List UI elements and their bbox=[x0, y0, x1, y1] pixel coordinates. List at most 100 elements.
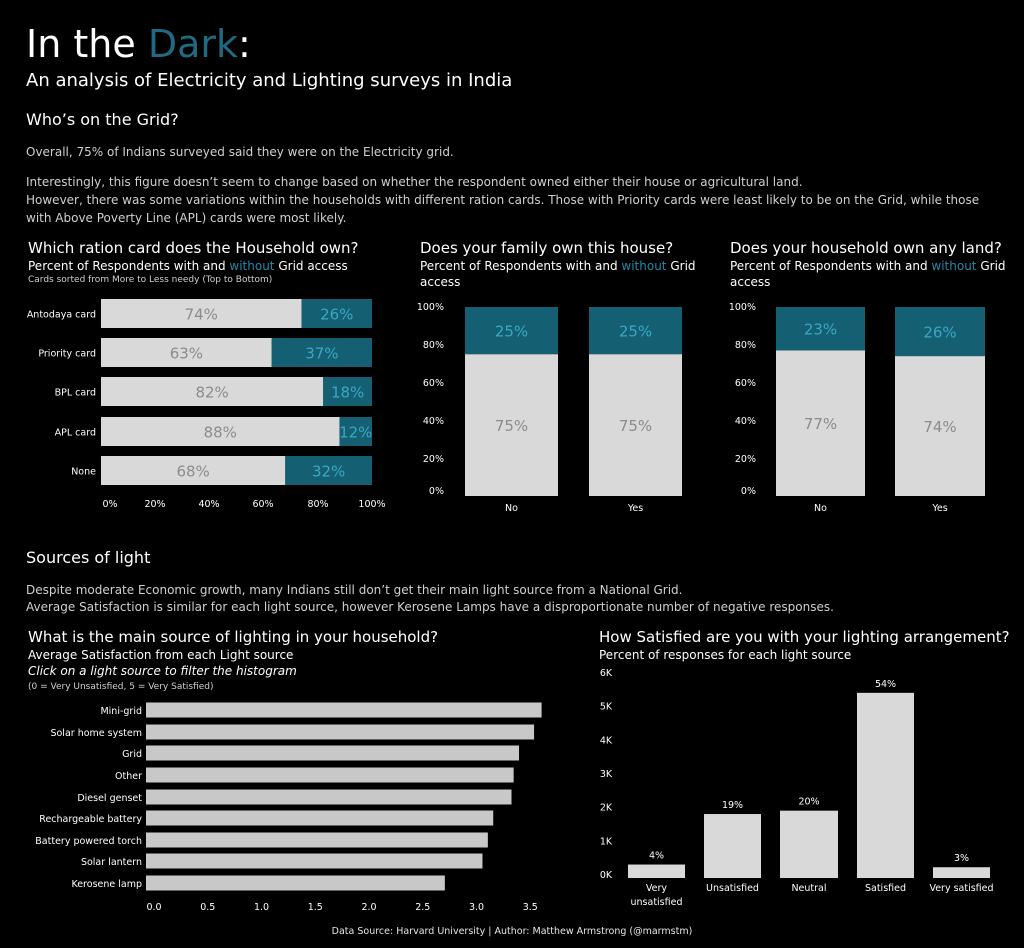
ration-subtitle-highlight: without bbox=[229, 259, 275, 273]
ration-bar-with-none bbox=[101, 456, 286, 485]
title-accent: Dark bbox=[147, 22, 238, 66]
ration-category-label-priority-card: Priority card bbox=[38, 349, 96, 360]
source-label-diesel-genset[interactable]: Diesel genset bbox=[77, 793, 142, 804]
ration-label-without-bpl-card: 18% bbox=[331, 384, 364, 402]
ration-x-tick-0: 0% bbox=[102, 499, 117, 510]
source-label-other[interactable]: Other bbox=[115, 771, 142, 782]
page-title: In the Dark: bbox=[26, 22, 251, 66]
source-bar-solar-lantern[interactable] bbox=[146, 853, 483, 869]
house-y-tick-3: 60% bbox=[423, 378, 444, 389]
house-subtitle-highlight: without bbox=[621, 259, 667, 273]
satisfaction-histogram: 0K 1K 2K 3K 4K 5K 6K 4% Very unsatisfied 19% Unsati… bbox=[600, 668, 994, 908]
satisfaction-y-tick-6: 6K bbox=[600, 668, 613, 679]
land-subtitle-suffix: Grid access bbox=[730, 259, 1006, 289]
ration-bar-without-bpl-card bbox=[323, 377, 372, 406]
house-chart-subtitle: Percent of Respondents with and without … bbox=[420, 258, 705, 290]
lighting-source-chart[interactable]: Mini-grid Solar home system Grid Other Diese… bbox=[0, 692, 570, 917]
land-subtitle-prefix: Percent of Respondents with and bbox=[730, 259, 932, 273]
ration-bar-with-antodaya-card bbox=[101, 299, 302, 328]
ration-label-with-none: 68% bbox=[176, 463, 209, 481]
house-category-no: No bbox=[505, 503, 518, 514]
land-bar-without-yes bbox=[895, 307, 985, 357]
house-subtitle-suffix: Grid access bbox=[420, 259, 696, 289]
source-bar-battery-powered-torch[interactable] bbox=[146, 832, 488, 848]
ration-label-without-priority-card: 37% bbox=[305, 345, 338, 363]
land-y-tick-3: 60% bbox=[735, 378, 756, 389]
house-label-without-no: 25% bbox=[495, 323, 528, 341]
satisfaction-y-tick-1: 1K bbox=[600, 836, 613, 847]
source-bar-kerosene-lamp[interactable] bbox=[146, 875, 445, 891]
land-ownership-chart: 0% 20% 40% 60% 80% 100% 23% 77% No 26% 74% Yes bbox=[729, 302, 985, 514]
page-subtitle: An analysis of Electricity and Lighting … bbox=[26, 70, 513, 91]
ration-bar-with-apl-card bbox=[101, 417, 340, 446]
land-category-no: No bbox=[814, 503, 827, 514]
satisfaction-y-tick-0: 0K bbox=[600, 870, 613, 881]
land-y-tick-1: 20% bbox=[735, 454, 756, 465]
source-bar-rechargeable-battery[interactable] bbox=[146, 810, 494, 826]
satisfaction-y-tick-5: 5K bbox=[600, 702, 613, 713]
ration-subtitle-prefix: Percent of Respondents with and bbox=[28, 259, 230, 273]
ration-chart-note: Cards sorted from More to Less needy (To… bbox=[28, 275, 273, 285]
house-y-tick-0: 0% bbox=[429, 486, 444, 497]
title-part1: In the bbox=[26, 22, 148, 66]
house-label-without-yes: 25% bbox=[619, 323, 652, 341]
house-bar-without-yes bbox=[589, 307, 682, 355]
satisfaction-y-tick-3: 3K bbox=[600, 769, 613, 780]
source-label-solar-lantern[interactable]: Solar lantern bbox=[81, 857, 142, 868]
footer-credits: Data Source: Harvard University | Author… bbox=[331, 926, 693, 937]
land-chart-title: Does your household own any land? bbox=[730, 239, 1002, 257]
source-label-kerosene-lamp[interactable]: Kerosene lamp bbox=[71, 879, 142, 890]
source-bar-solar-home-system[interactable] bbox=[146, 724, 535, 740]
land-label-with-yes: 74% bbox=[923, 418, 956, 436]
source-label-grid[interactable]: Grid bbox=[122, 749, 142, 760]
house-category-yes: Yes bbox=[627, 503, 643, 514]
satisfaction-category-unsatisfied: Unsatisfied bbox=[706, 883, 759, 894]
source-label-rechargeable-battery[interactable]: Rechargeable battery bbox=[39, 814, 142, 825]
source-x-tick-1: 0.5 bbox=[200, 902, 215, 913]
house-y-tick-5: 100% bbox=[417, 302, 444, 313]
house-subtitle-prefix: Percent of Respondents with and bbox=[420, 259, 622, 273]
lighting-source-instruction: Click on a light source to filter the hi… bbox=[28, 664, 297, 678]
house-bar-with-yes bbox=[589, 354, 682, 496]
source-label-mini-grid[interactable]: Mini-grid bbox=[100, 706, 142, 717]
ration-label-without-apl-card: 12% bbox=[339, 424, 372, 442]
ration-label-with-priority-card: 63% bbox=[170, 345, 203, 363]
grid-section-heading: Who’s on the Grid? bbox=[26, 110, 179, 129]
source-bar-other[interactable] bbox=[146, 767, 514, 783]
house-y-tick-4: 80% bbox=[423, 340, 444, 351]
source-label-battery-powered-torch[interactable]: Battery powered torch bbox=[35, 836, 142, 847]
satisfaction-data-label-satisfied: 54% bbox=[875, 679, 896, 690]
ration-bar-without-antodaya-card bbox=[301, 299, 372, 328]
source-bar-diesel-genset[interactable] bbox=[146, 789, 512, 805]
ration-label-with-antodaya-card: 74% bbox=[185, 306, 218, 324]
ration-x-tick-3: 60% bbox=[252, 499, 273, 510]
ration-x-tick-4: 80% bbox=[307, 499, 328, 510]
land-label-without-yes: 26% bbox=[923, 324, 956, 342]
house-chart-title: Does your family own this house? bbox=[420, 239, 674, 257]
source-bar-mini-grid[interactable] bbox=[146, 702, 542, 718]
land-subtitle-highlight: without bbox=[931, 259, 977, 273]
house-y-tick-1: 20% bbox=[423, 454, 444, 465]
satisfaction-category-very-satisfied: Very satisfied bbox=[929, 883, 993, 894]
lighting-source-chart-subtitle: Average Satisfaction from each Light sou… bbox=[28, 648, 294, 662]
land-y-tick-5: 100% bbox=[729, 302, 756, 313]
satisfaction-data-label-neutral: 20% bbox=[798, 797, 819, 808]
lighting-source-chart-title: What is the main source of lighting in y… bbox=[28, 628, 439, 646]
source-bar-grid[interactable] bbox=[146, 745, 520, 761]
land-label-with-no: 77% bbox=[804, 415, 837, 433]
land-chart-subtitle: Percent of Respondents with and without … bbox=[730, 258, 1015, 290]
ration-bar-without-priority-card bbox=[271, 338, 372, 367]
house-label-with-yes: 75% bbox=[619, 417, 652, 435]
house-bar-with-no bbox=[465, 354, 558, 496]
ration-category-label-none: None bbox=[71, 467, 96, 478]
land-y-tick-0: 0% bbox=[741, 486, 756, 497]
title-part2: : bbox=[238, 22, 251, 66]
ration-chart-title: Which ration card does the Household own… bbox=[28, 239, 359, 257]
satisfaction-category-very-unsatisfied: Very unsatisfied bbox=[631, 883, 683, 908]
source-label-solar-home-system[interactable]: Solar home system bbox=[50, 728, 142, 739]
land-label-without-no: 23% bbox=[804, 321, 837, 339]
satisfaction-data-label-unsatisfied: 19% bbox=[722, 800, 743, 811]
satisfaction-bar-very-unsatisfied bbox=[628, 864, 685, 878]
light-section-para2: Average Satisfaction is similar for each… bbox=[26, 600, 834, 614]
satisfaction-chart-subtitle: Percent of responses for each light sour… bbox=[599, 648, 852, 662]
